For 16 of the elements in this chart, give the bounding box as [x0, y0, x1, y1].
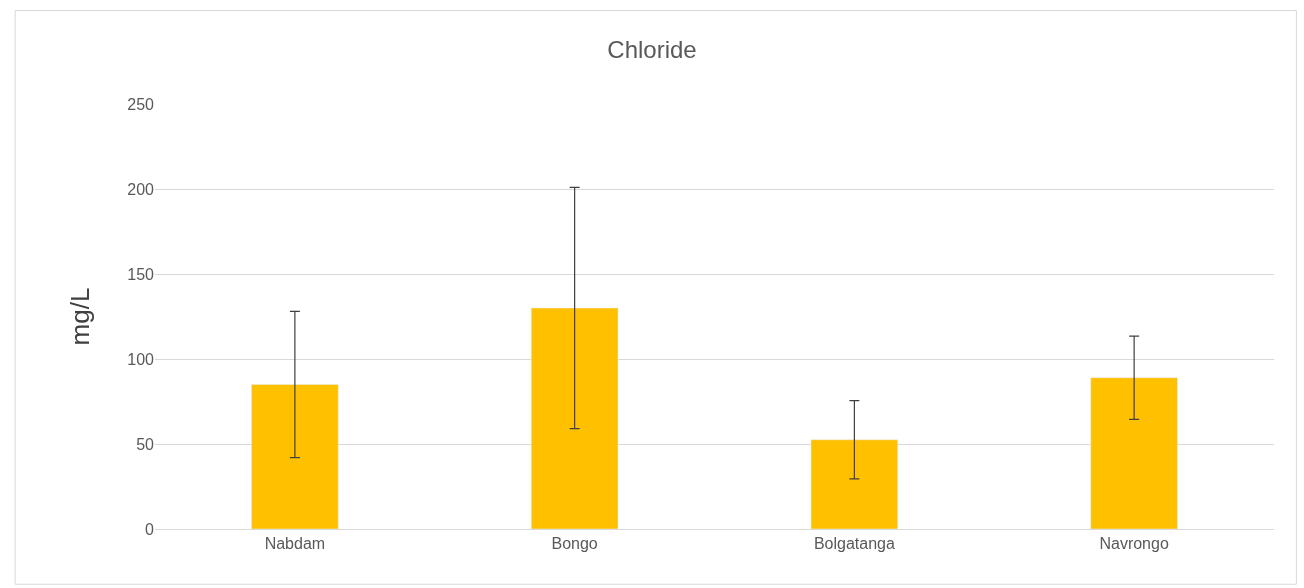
- y-tick-label: 50: [136, 435, 155, 453]
- y-tick-label: 250: [127, 95, 155, 113]
- y-tick-label: 0: [145, 520, 155, 538]
- y-axis-title: mg/L: [64, 287, 95, 346]
- bar: [531, 307, 619, 529]
- chart-title: Chloride: [607, 36, 697, 64]
- x-tick-label: Navrongo: [1099, 535, 1169, 553]
- y-tick-label: 200: [127, 180, 155, 198]
- bar: [251, 384, 339, 529]
- y-tick-label: 150: [127, 265, 155, 283]
- x-tick-label: Bolgatanga: [813, 535, 895, 553]
- bar: [810, 439, 898, 529]
- x-tick-label: Bongo: [551, 535, 598, 553]
- x-tick-label: Nabdam: [264, 535, 326, 553]
- y-tick-label: 100: [127, 350, 155, 368]
- bar: [1090, 377, 1178, 529]
